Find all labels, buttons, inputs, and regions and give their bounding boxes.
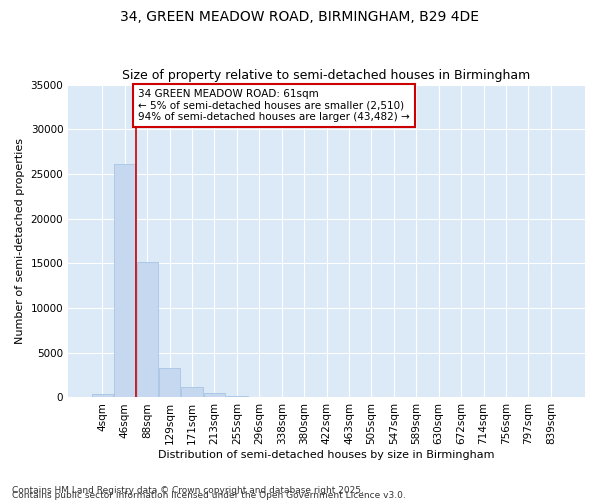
Text: Contains HM Land Registry data © Crown copyright and database right 2025.: Contains HM Land Registry data © Crown c…: [12, 486, 364, 495]
Text: 34 GREEN MEADOW ROAD: 61sqm
← 5% of semi-detached houses are smaller (2,510)
94%: 34 GREEN MEADOW ROAD: 61sqm ← 5% of semi…: [138, 89, 410, 122]
Bar: [159, 368, 180, 398]
Bar: [114, 164, 136, 398]
Bar: [181, 386, 203, 398]
Bar: [204, 393, 225, 398]
Text: Contains public sector information licensed under the Open Government Licence v3: Contains public sector information licen…: [12, 491, 406, 500]
X-axis label: Distribution of semi-detached houses by size in Birmingham: Distribution of semi-detached houses by …: [158, 450, 495, 460]
Bar: [92, 394, 113, 398]
Y-axis label: Number of semi-detached properties: Number of semi-detached properties: [15, 138, 25, 344]
Title: Size of property relative to semi-detached houses in Birmingham: Size of property relative to semi-detach…: [122, 69, 531, 82]
Text: 34, GREEN MEADOW ROAD, BIRMINGHAM, B29 4DE: 34, GREEN MEADOW ROAD, BIRMINGHAM, B29 4…: [121, 10, 479, 24]
Bar: [137, 262, 158, 398]
Bar: [226, 396, 248, 398]
